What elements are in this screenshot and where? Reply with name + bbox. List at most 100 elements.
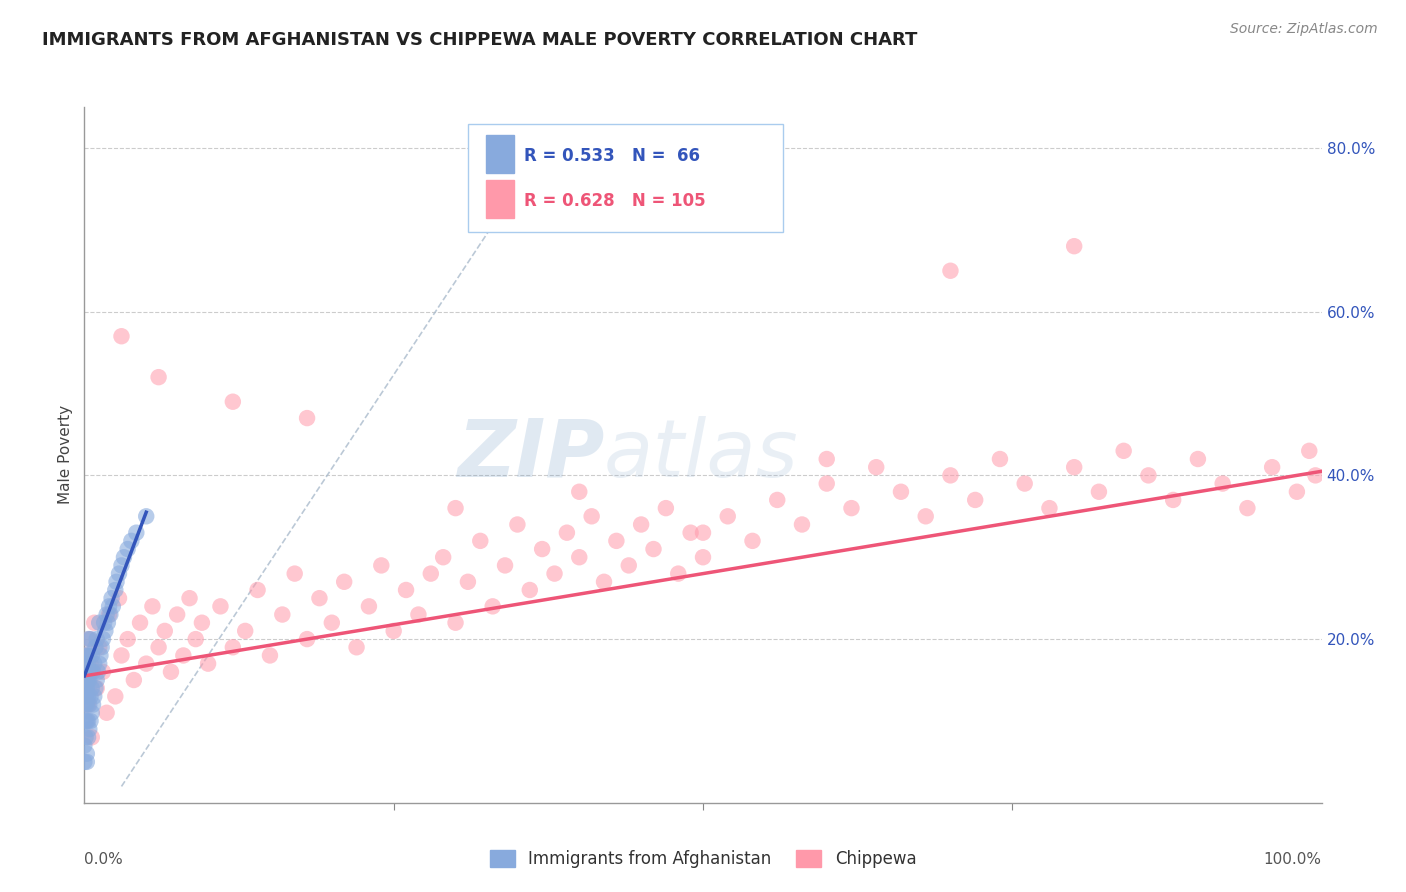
Point (1298, 443, 1320, 458)
Point (75, 690, 97, 704)
Point (581, 509, 603, 524)
Point (89, 648, 111, 663)
Point (841, 501, 863, 516)
Point (122, 673, 145, 687)
Point (419, 566, 441, 581)
Point (77, 714, 100, 728)
Point (184, 632, 207, 646)
Point (91, 632, 114, 646)
Point (1014, 476, 1036, 491)
Point (76, 747, 98, 761)
Point (766, 492, 789, 507)
Point (75, 714, 97, 728)
Point (129, 615, 152, 630)
Point (692, 525, 714, 540)
Point (333, 574, 356, 589)
Point (104, 690, 127, 704)
Point (815, 452, 838, 467)
Point (470, 533, 492, 548)
Point (120, 533, 142, 548)
Point (75, 673, 97, 687)
Point (76, 648, 98, 663)
Point (80, 648, 103, 663)
Point (77, 731, 100, 745)
Point (79, 722, 101, 736)
Point (75, 698, 97, 712)
Point (141, 599, 163, 614)
Point (80, 731, 103, 745)
Point (1212, 476, 1234, 491)
Point (83, 657, 105, 671)
Point (98, 607, 121, 622)
Point (568, 550, 591, 565)
Point (73, 755, 96, 769)
Point (481, 599, 503, 614)
Point (77, 698, 100, 712)
Point (321, 615, 343, 630)
Point (89, 657, 111, 671)
Point (1063, 239, 1085, 253)
Point (148, 640, 170, 655)
Point (914, 509, 936, 524)
Point (104, 582, 127, 597)
Point (112, 550, 135, 565)
Point (83, 615, 105, 630)
Text: IMMIGRANTS FROM AFGHANISTAN VS CHIPPEWA MALE POVERTY CORRELATION CHART: IMMIGRANTS FROM AFGHANISTAN VS CHIPPEWA … (42, 31, 918, 49)
Point (76, 673, 98, 687)
Point (108, 566, 131, 581)
Point (506, 517, 529, 532)
Point (1137, 468, 1160, 483)
Point (117, 542, 139, 557)
Point (87, 665, 110, 679)
Text: R = 0.533   N =  66: R = 0.533 N = 66 (523, 147, 700, 165)
Point (80, 706, 103, 720)
Point (110, 648, 132, 663)
Point (135, 509, 157, 524)
Point (110, 329, 132, 343)
Point (98, 599, 121, 614)
Point (593, 574, 616, 589)
Point (284, 566, 307, 581)
Point (75, 648, 97, 663)
Point (617, 558, 640, 573)
Text: R = 0.628   N = 105: R = 0.628 N = 105 (523, 192, 706, 210)
Point (1112, 443, 1135, 458)
Point (370, 558, 392, 573)
Point (246, 582, 269, 597)
Point (77, 657, 100, 671)
Point (79, 632, 101, 646)
Point (209, 599, 232, 614)
Point (655, 501, 678, 516)
Point (75, 648, 97, 663)
Point (110, 558, 132, 573)
Point (79, 648, 101, 663)
Legend: Immigrants from Afghanistan, Chippewa: Immigrants from Afghanistan, Chippewa (484, 843, 922, 875)
Point (148, 370, 170, 384)
Point (295, 632, 318, 646)
Point (89, 615, 111, 630)
Point (79, 665, 101, 679)
Point (79, 690, 101, 704)
Point (76, 755, 98, 769)
Point (96, 607, 118, 622)
Point (197, 657, 219, 671)
Text: ZIP: ZIP (457, 416, 605, 494)
Point (166, 607, 188, 622)
Point (77, 690, 100, 704)
Point (295, 411, 318, 425)
Point (89, 640, 111, 655)
Point (630, 517, 652, 532)
Point (605, 533, 627, 548)
Point (717, 509, 740, 524)
Point (666, 566, 689, 581)
Point (172, 648, 194, 663)
Point (108, 591, 131, 606)
Point (79, 714, 101, 728)
Point (1285, 484, 1308, 499)
Point (80, 681, 103, 696)
Point (191, 615, 214, 630)
Point (76, 714, 98, 728)
Point (790, 517, 813, 532)
Point (84, 640, 107, 655)
Y-axis label: Male Poverty: Male Poverty (58, 405, 73, 505)
